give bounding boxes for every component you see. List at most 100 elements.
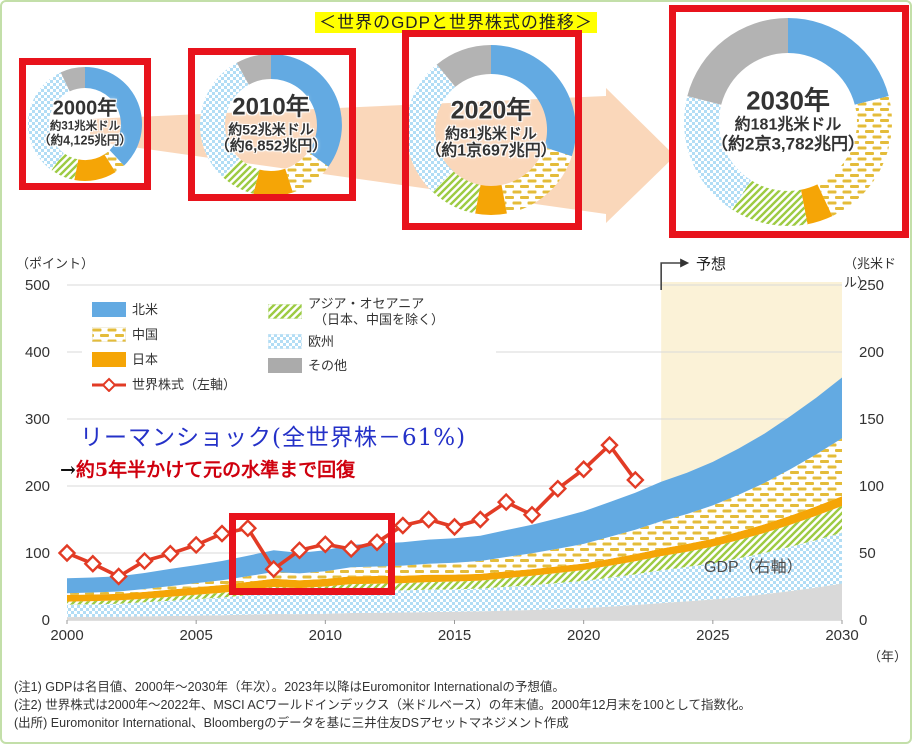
x-tick-2025: 2025: [696, 627, 729, 644]
asia-oceania-swatch-icon: [268, 304, 302, 319]
donut-2010-jpy: （約6,852兆円）: [214, 137, 328, 154]
donut-2020年: [405, 44, 576, 216]
forecast-arrowhead-icon: [680, 258, 690, 268]
equity-marker-2003: [135, 551, 154, 571]
donut-2020-label: 2020年 約81兆米ドル （約1京697兆円）: [425, 97, 557, 161]
legend-label: 欧州: [308, 334, 335, 349]
legend-label: アジア・オセアニア: [308, 296, 425, 311]
area-その他: [67, 583, 842, 620]
donut-2020-usd: 約81兆米ドル: [445, 125, 537, 143]
note-2: (注2) 世界株式は2000年～2022年、MSCI ACワールドインデックス（…: [14, 698, 751, 712]
footnotes: (注1) GDPは名目値、2000年～2030年（年次）。2023年以降はEur…: [14, 678, 904, 732]
left-tick-100: 100: [25, 545, 50, 562]
equity-marker-2004: [161, 544, 180, 563]
equity-marker-2000: [57, 543, 77, 563]
legend-label: 中国: [132, 327, 159, 342]
recovery-text: 約5年半かけて元の水準まで回復: [75, 459, 356, 481]
title-highlight: ＜世界のGDPと世界株式の推移＞: [315, 12, 597, 33]
donut-segment-中国: [501, 147, 572, 214]
donut-segment-中国: [817, 96, 892, 217]
donut-segment-アジア・オセアニア（日本、中国を除く）: [432, 170, 481, 214]
note-1: (注1) GDPは名目値、2000年～2030年（年次）。2023年以降はEur…: [14, 680, 565, 694]
world-equity-line-icon: [92, 377, 126, 392]
left-axis-unit: （ポイント）: [16, 256, 95, 271]
left-tick-300: 300: [25, 411, 50, 428]
equity-marker-2021: [600, 435, 619, 455]
stacked-area-gdp: [67, 377, 842, 620]
donut-segment-日本: [800, 184, 833, 225]
recovery-arrow-icon: →: [60, 459, 76, 481]
donut-segment-その他: [60, 66, 85, 92]
x-tick-2000: 2000: [50, 627, 83, 644]
legend-label: 世界株式（左軸）: [132, 377, 237, 392]
right-tick-200: 200: [859, 344, 884, 361]
growth-arrow-icon: [90, 88, 675, 223]
japan-swatch-icon: [92, 352, 126, 367]
donut-segment-中国: [104, 150, 124, 173]
equity-marker-2012: [367, 533, 387, 552]
china-swatch-icon: [92, 327, 126, 342]
equity-marker-2007: [238, 519, 258, 538]
legend-label-line2: （日本、中国を除く）: [314, 312, 445, 327]
equity-marker-2010: [316, 535, 335, 554]
donut-2020-jpy: （約1京697兆円）: [425, 142, 557, 160]
area-北米: [67, 377, 842, 594]
legend-label: 日本: [132, 352, 159, 367]
equity-marker-2019: [548, 479, 568, 498]
left-tick-200: 200: [25, 478, 50, 495]
equity-marker-2016: [471, 510, 490, 529]
donut-2010年: [199, 54, 342, 197]
x-tick-2005: 2005: [179, 627, 212, 644]
right-tick-50: 50: [859, 545, 876, 562]
donut-segment-日本: [74, 154, 116, 181]
donut-segment-アジア・オセアニア（日本、中国を除く）: [732, 180, 808, 227]
equity-marker-2002: [109, 567, 128, 586]
donut-2010-usd: 約52兆米ドル: [228, 120, 314, 137]
donut-segment-北米: [85, 66, 143, 166]
right-axis-unit: （兆米ドル）: [844, 256, 897, 290]
donut-segment-北米: [491, 45, 576, 157]
donut-2010-label: 2010年 約52兆米ドル （約6,852兆円）: [215, 93, 328, 154]
equity-marker-2014: [419, 510, 438, 529]
donut-2000年: [27, 66, 143, 181]
x-tick-2030: 2030: [825, 627, 858, 644]
area-アジア・オセアニア（日本、中国を除く）: [67, 506, 842, 605]
equity-marker-2017: [496, 492, 516, 512]
forecast-label: 予想: [696, 256, 727, 273]
donut-segment-欧州: [405, 64, 456, 192]
right-tick-150: 150: [859, 411, 884, 428]
donut-segment-中国: [285, 152, 329, 193]
europe-swatch-icon: [268, 334, 302, 349]
donut-segment-北米: [788, 18, 889, 105]
donut-2000-label: 2000年 約31兆米ドル （約4,125兆円）: [38, 98, 132, 149]
left-tick-500: 500: [25, 277, 50, 294]
note-source: (出所) Euromonitor International、Bloomberg…: [14, 716, 569, 730]
donut-2020-year: 2020年: [450, 96, 532, 125]
donut-2030年: [684, 18, 892, 227]
equity-marker-2006: [212, 524, 232, 543]
donut-segment-欧州: [684, 96, 751, 210]
area-日本: [67, 496, 842, 602]
right-tick-0: 0: [859, 612, 867, 629]
area-欧州: [67, 532, 842, 618]
x-axis-unit: （年）: [868, 649, 908, 664]
axis-tick-labels: 0 100 200 300 400 500 0 50 100 150 200 250 2000 2005 2…: [25, 277, 884, 644]
forecast-arrow-line: [660, 262, 682, 290]
legend: 北米 中国 日本 世界株式（左軸） アジア・オセアニア （日本、中国を除く） 欧…: [82, 296, 496, 400]
annotation-recovery: →約5年半かけて元の水準まで回復: [60, 455, 355, 482]
donut-segment-アジア・オセアニア（日本、中国を除く）: [51, 153, 79, 180]
annotation-lehman-shock: リーマンショック(全世界株－61%): [80, 425, 467, 451]
equity-marker-2015: [445, 517, 464, 537]
equity-marker-2009: [290, 541, 309, 560]
donut-2000-usd: 約31兆米ドル: [49, 120, 121, 133]
north-america-swatch-icon: [92, 302, 126, 317]
equity-marker-2020: [574, 460, 593, 479]
page-title: ＜世界のGDPと世界株式の推移＞: [2, 8, 910, 33]
donut-segment-その他: [687, 18, 788, 105]
donut-2030-label: 2030年 約181兆米ドル （約2京3,782兆円）: [711, 86, 865, 155]
right-tick-100: 100: [859, 478, 884, 495]
area-中国: [67, 438, 842, 595]
right-tick-250: 250: [859, 277, 884, 294]
